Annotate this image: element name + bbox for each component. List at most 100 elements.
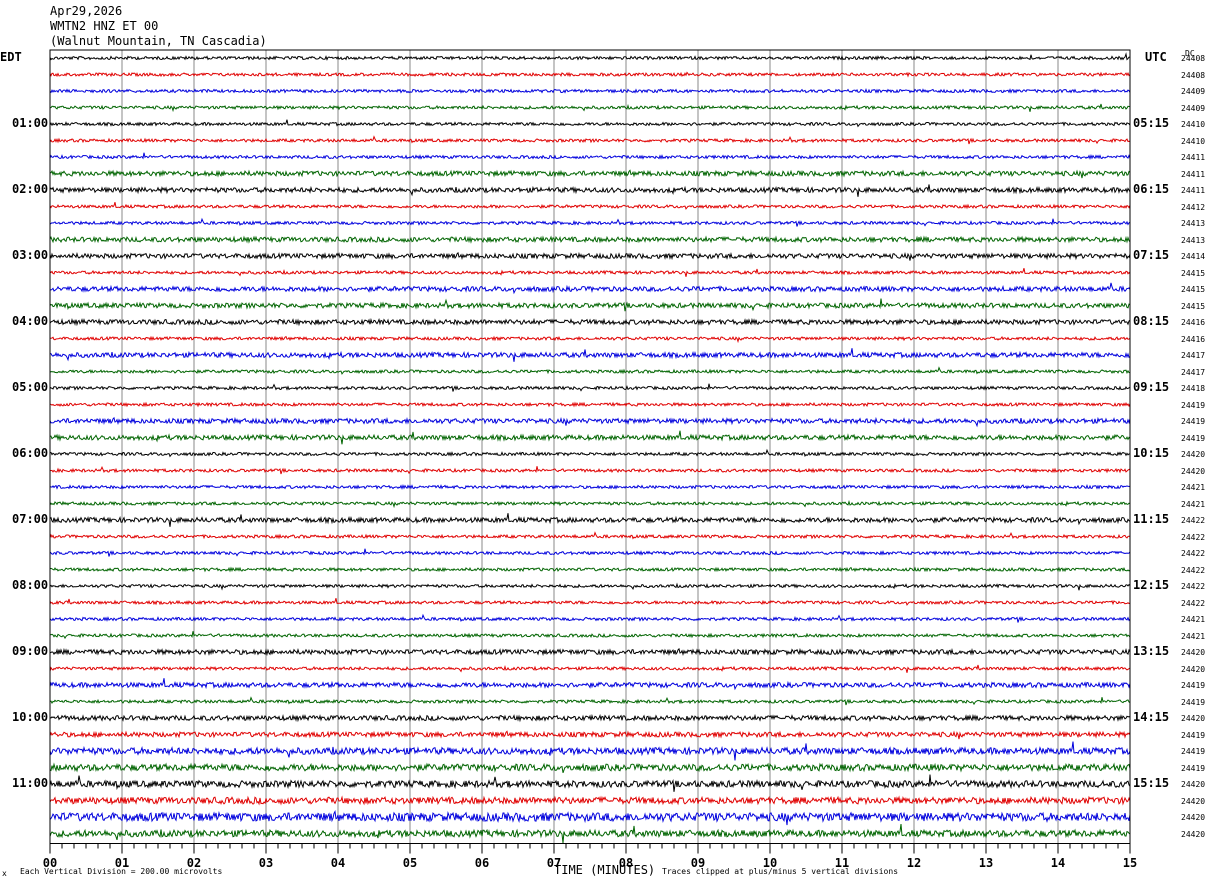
left-hour-label: 02:00 <box>12 182 49 196</box>
right-hour-label: 10:15 <box>1133 446 1170 460</box>
trace-line <box>49 465 1131 475</box>
trace-line <box>49 317 1131 327</box>
dc-offset-label: 24421 <box>1181 483 1206 492</box>
corner-mark: x <box>2 869 7 878</box>
scale-note: Each Vertical Division = 200.00 microvol… <box>20 867 223 876</box>
dc-offset-label: 24419 <box>1181 400 1206 410</box>
trace-line <box>49 531 1130 540</box>
dc-offset-label: 24421 <box>1181 499 1206 509</box>
x-axis-ticks <box>49 843 1131 854</box>
dc-offset-label: 24416 <box>1181 334 1206 344</box>
dc-offset-label: 24409 <box>1181 87 1206 96</box>
dc-offset-label: 24422 <box>1181 598 1206 608</box>
trace-line <box>49 631 1131 640</box>
x-tick-label: 12 <box>906 855 922 870</box>
x-tick-label: 03 <box>258 855 274 870</box>
x-tick-label: 04 <box>330 855 346 870</box>
x-tick-label: 06 <box>474 855 490 870</box>
trace-line <box>49 810 1131 826</box>
dc-offset-label: 24413 <box>1181 219 1206 228</box>
dc-offset-label: 24415 <box>1181 285 1206 294</box>
dc-offset-label: 24410 <box>1181 120 1206 129</box>
dc-offset-label: 24416 <box>1181 318 1206 327</box>
left-hour-label: 10:00 <box>12 710 49 724</box>
dc-offset-label: 24411 <box>1181 153 1206 162</box>
frame-rect <box>49 49 1131 844</box>
trace-line <box>49 202 1131 210</box>
left-hour-label: 05:00 <box>12 380 49 394</box>
x-tick-label: 01 <box>114 855 130 870</box>
right-hour-label: 08:15 <box>1133 314 1170 328</box>
dc-offset-label: 24420 <box>1181 829 1206 839</box>
date-label: Apr29,2026 <box>50 4 123 18</box>
trace-line <box>49 71 1131 78</box>
x-tick-label: 00 <box>42 855 58 870</box>
trace-line <box>49 52 1131 61</box>
trace-line <box>49 383 1131 392</box>
trace-line <box>49 824 1131 843</box>
right-hour-label: 09:15 <box>1133 380 1170 394</box>
dc-offset-label: 24422 <box>1181 565 1206 575</box>
dc-offset-label: 24420 <box>1181 796 1206 806</box>
trace-line <box>49 741 1131 761</box>
x-tick-label: 13 <box>978 855 994 870</box>
left-hour-label: 11:00 <box>12 776 49 790</box>
dc-offset-label: 24420 <box>1181 450 1206 459</box>
left-hour-label: 07:00 <box>12 512 49 526</box>
trace-line <box>49 235 1131 244</box>
dc-offset-label: 24410 <box>1181 136 1206 146</box>
dc-offset-label: 24422 <box>1181 582 1206 591</box>
trace-line <box>49 513 1131 527</box>
left-hour-label: 03:00 <box>12 248 49 262</box>
right-hour-label: 14:15 <box>1133 710 1170 724</box>
trace-line <box>49 647 1131 657</box>
dc-offset-label: 24420 <box>1181 813 1206 822</box>
dc-offset-label: 24421 <box>1181 631 1206 641</box>
trace-line <box>49 500 1131 509</box>
dc-offset-label: 24422 <box>1181 516 1206 525</box>
dc-title: DC <box>1185 49 1195 58</box>
location-label: (Walnut Mountain, TN Cascadia) <box>50 34 267 48</box>
dc-offset-label: 24420 <box>1181 664 1206 674</box>
trace-line <box>49 348 1131 362</box>
dc-offset-label: 24417 <box>1181 351 1206 360</box>
trace-line <box>49 88 1131 94</box>
x-axis-title: TIME (MINUTES) <box>554 863 656 877</box>
x-tick-label: 10 <box>762 855 778 870</box>
dc-offset-label: 24415 <box>1181 301 1206 311</box>
trace-line <box>49 548 1131 557</box>
dc-offset-label: 24419 <box>1181 417 1206 426</box>
x-tick-label: 14 <box>1050 855 1066 870</box>
trace-line <box>49 366 1131 375</box>
trace-line <box>49 335 1131 344</box>
trace-line <box>49 448 1131 458</box>
dc-offset-label: 24419 <box>1181 747 1206 756</box>
trace-line <box>49 282 1131 295</box>
trace-line <box>49 762 1131 773</box>
station-label: WMTN2 HNZ ET 00 <box>50 19 159 33</box>
trace-line <box>49 713 1131 723</box>
trace-line <box>49 582 1131 591</box>
dc-offset-label: 24420 <box>1181 780 1206 789</box>
x-tick-label: 07 <box>546 855 562 870</box>
right-hour-label: 12:15 <box>1133 578 1170 592</box>
dc-offset-label: 24420 <box>1181 466 1206 476</box>
left-hour-label: 06:00 <box>12 446 49 460</box>
trace-line <box>49 613 1131 623</box>
plot-frame <box>49 49 1131 844</box>
dc-offset-label: 24413 <box>1181 235 1206 245</box>
left-hour-label: 04:00 <box>12 314 49 328</box>
dc-offset-label: 24420 <box>1181 648 1206 657</box>
x-tick-label: 15 <box>1122 855 1138 870</box>
trace-line <box>49 664 1131 673</box>
right-hour-label: 06:15 <box>1133 182 1170 196</box>
trace-line <box>49 103 1131 113</box>
x-tick-label: 11 <box>834 855 850 870</box>
trace-line <box>49 298 1131 312</box>
dc-offset-label: 24417 <box>1181 367 1206 377</box>
dc-offset-label: 24419 <box>1181 433 1206 443</box>
clip-note: Traces clipped at plus/minus 5 vertical … <box>662 867 899 876</box>
x-tick-label: 09 <box>690 855 706 870</box>
right-hour-label: 15:15 <box>1133 776 1170 790</box>
